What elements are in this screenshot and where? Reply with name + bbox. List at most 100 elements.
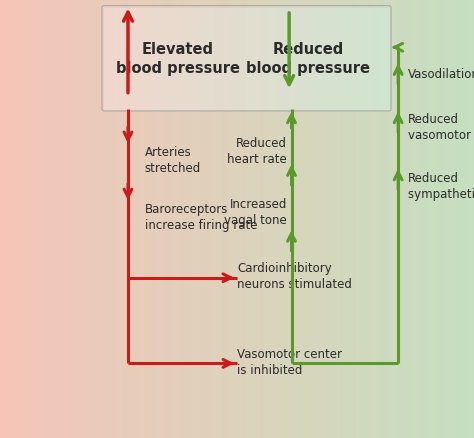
Bar — [206, 0, 209, 438]
Bar — [171, 0, 173, 438]
Bar — [322, 0, 325, 438]
Text: Vasomotor center
is inhibited: Vasomotor center is inhibited — [237, 347, 342, 376]
Bar — [460, 0, 462, 438]
Bar — [57, 0, 59, 438]
Bar — [69, 0, 71, 438]
Bar — [278, 9, 281, 110]
Bar — [254, 0, 256, 438]
Bar — [36, 0, 38, 438]
Bar — [337, 9, 340, 110]
Bar — [111, 0, 114, 438]
Bar — [24, 0, 26, 438]
Bar — [335, 9, 337, 110]
Bar — [419, 0, 422, 438]
Bar — [334, 0, 337, 438]
Bar — [286, 9, 289, 110]
Bar — [204, 9, 207, 110]
Bar — [173, 9, 175, 110]
Bar — [141, 9, 144, 110]
Bar — [26, 0, 28, 438]
Bar — [238, 9, 241, 110]
Bar — [159, 0, 161, 438]
Bar — [340, 9, 343, 110]
Bar — [269, 9, 272, 110]
Bar — [211, 0, 213, 438]
Bar — [318, 0, 320, 438]
Bar — [275, 0, 277, 438]
Bar — [52, 0, 55, 438]
Bar — [215, 9, 218, 110]
Bar — [225, 0, 228, 438]
Bar — [152, 0, 154, 438]
Bar — [365, 0, 367, 438]
Bar — [124, 9, 127, 110]
Bar — [448, 0, 450, 438]
Bar — [412, 0, 415, 438]
Bar — [158, 9, 161, 110]
Bar — [43, 0, 45, 438]
Bar — [92, 0, 95, 438]
Bar — [153, 9, 155, 110]
Bar — [325, 0, 327, 438]
Bar — [318, 9, 320, 110]
Bar — [351, 0, 353, 438]
Bar — [227, 9, 229, 110]
Bar — [408, 0, 410, 438]
Bar — [121, 9, 124, 110]
Bar — [190, 9, 192, 110]
Bar — [133, 9, 136, 110]
Bar — [415, 0, 417, 438]
Bar — [268, 0, 270, 438]
Bar — [118, 0, 121, 438]
Bar — [135, 0, 137, 438]
Bar — [348, 0, 351, 438]
Bar — [357, 9, 360, 110]
Bar — [244, 9, 246, 110]
Bar — [431, 0, 434, 438]
Bar — [138, 9, 141, 110]
Bar — [372, 0, 374, 438]
Bar — [252, 9, 255, 110]
Bar — [133, 0, 135, 438]
Bar — [190, 0, 192, 438]
Bar — [161, 0, 164, 438]
Bar — [76, 0, 78, 438]
Bar — [367, 0, 370, 438]
Bar — [277, 0, 280, 438]
Bar — [284, 0, 287, 438]
Bar — [201, 9, 204, 110]
Bar — [261, 9, 264, 110]
Bar — [396, 0, 398, 438]
Bar — [40, 0, 43, 438]
Bar — [7, 0, 9, 438]
Bar — [427, 0, 429, 438]
Bar — [382, 0, 384, 438]
Bar — [358, 0, 360, 438]
Bar — [377, 9, 380, 110]
Bar — [287, 0, 289, 438]
Bar — [320, 0, 322, 438]
Bar — [199, 0, 201, 438]
Bar — [377, 0, 379, 438]
Bar — [218, 0, 220, 438]
Text: Reduced
blood pressure: Reduced blood pressure — [246, 42, 370, 76]
Bar — [294, 0, 296, 438]
Bar — [209, 0, 211, 438]
Bar — [216, 0, 218, 438]
Bar — [326, 9, 329, 110]
Bar — [261, 0, 263, 438]
Bar — [166, 0, 168, 438]
Bar — [320, 9, 323, 110]
Bar — [175, 0, 178, 438]
Bar — [264, 9, 266, 110]
Bar — [429, 0, 431, 438]
Bar — [270, 0, 273, 438]
Bar — [308, 0, 310, 438]
Bar — [114, 0, 116, 438]
Bar — [355, 9, 357, 110]
Bar — [401, 0, 403, 438]
Bar — [258, 9, 261, 110]
Bar — [210, 9, 212, 110]
Bar — [384, 0, 386, 438]
Bar — [353, 0, 356, 438]
